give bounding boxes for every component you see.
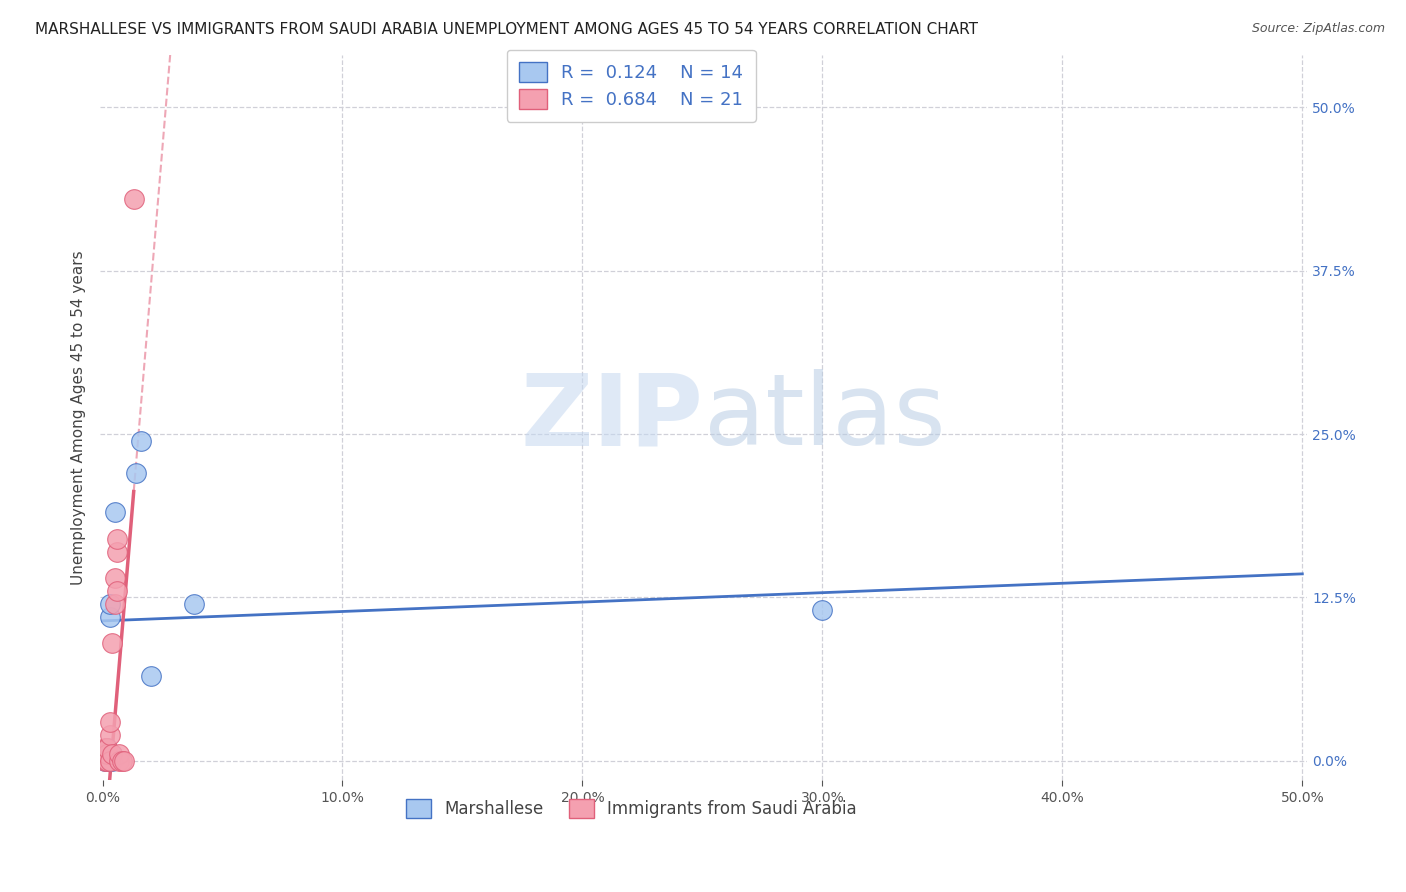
Point — [98, 597, 121, 611]
Point — [96, 754, 118, 768]
Point — [103, 597, 125, 611]
Point — [108, 747, 131, 761]
Text: MARSHALLESE VS IMMIGRANTS FROM SAUDI ARABIA UNEMPLOYMENT AMONG AGES 45 TO 54 YEA: MARSHALLESE VS IMMIGRANTS FROM SAUDI ARA… — [35, 22, 977, 37]
Text: atlas: atlas — [703, 369, 945, 467]
Point — [101, 747, 124, 761]
Legend: Marshallese, Immigrants from Saudi Arabia: Marshallese, Immigrants from Saudi Arabi… — [398, 791, 865, 826]
Point — [103, 505, 125, 519]
Point — [105, 532, 128, 546]
Point — [108, 754, 131, 768]
Text: Source: ZipAtlas.com: Source: ZipAtlas.com — [1251, 22, 1385, 36]
Point — [96, 740, 118, 755]
Point — [105, 544, 128, 558]
Point — [96, 747, 118, 761]
Point — [811, 603, 834, 617]
Point — [139, 669, 162, 683]
Point — [98, 728, 121, 742]
Point — [112, 754, 135, 768]
Y-axis label: Unemployment Among Ages 45 to 54 years: Unemployment Among Ages 45 to 54 years — [72, 251, 86, 585]
Point — [98, 754, 121, 768]
Point — [98, 714, 121, 729]
Point — [129, 434, 152, 448]
Point — [94, 747, 117, 761]
Text: ZIP: ZIP — [520, 369, 703, 467]
Point — [183, 597, 205, 611]
Point — [105, 583, 128, 598]
Point — [101, 754, 124, 768]
Point — [94, 740, 117, 755]
Point — [94, 754, 117, 768]
Point — [125, 467, 148, 481]
Point — [122, 192, 145, 206]
Point — [111, 754, 134, 768]
Point — [101, 747, 124, 761]
Point — [94, 747, 117, 761]
Point — [96, 754, 118, 768]
Point — [103, 571, 125, 585]
Point — [94, 754, 117, 768]
Point — [101, 636, 124, 650]
Point — [98, 610, 121, 624]
Point — [96, 740, 118, 755]
